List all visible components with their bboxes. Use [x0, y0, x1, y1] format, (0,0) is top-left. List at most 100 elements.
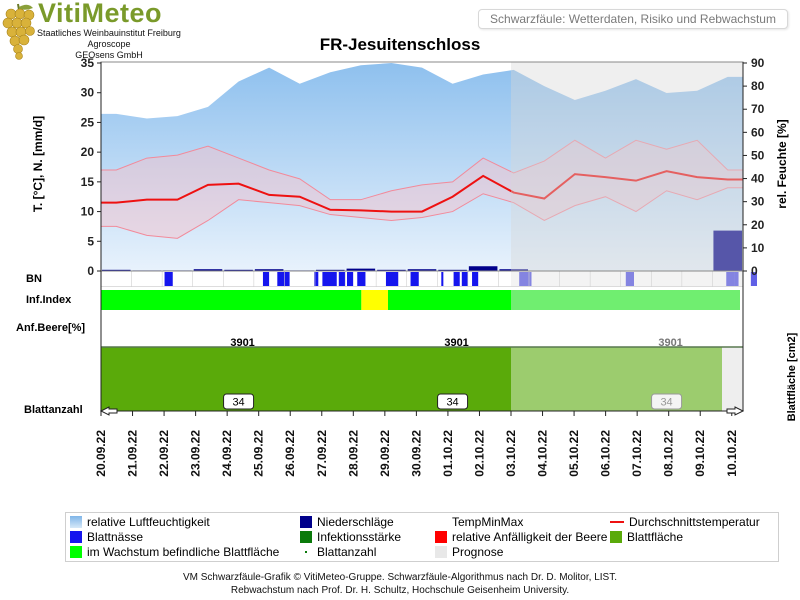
y-left-tick-label: 20 — [81, 145, 95, 159]
berry-row-label: Anf.Beere[%] — [16, 322, 86, 334]
x-tick-label: 25.09.22 — [252, 430, 266, 477]
logo-line-geosens: GEOsens GmbH — [75, 50, 143, 60]
legend-swatch — [435, 546, 447, 558]
legend-swatch — [610, 521, 624, 523]
legend-swatch — [610, 531, 622, 543]
legend-swatch — [70, 531, 82, 543]
credits-line-2: Rebwachstum nach Prof. Dr. H. Schultz, H… — [230, 585, 570, 596]
legend-item-leafarea: Blattfläche — [610, 530, 683, 545]
inf-index-row-label: Inf.Index — [26, 294, 72, 306]
legend-item-precip: Niederschläge — [300, 515, 394, 530]
legend-swatch — [300, 546, 312, 558]
legend-item-growing-leafarea: im Wachstum befindliche Blattfläche — [70, 545, 279, 560]
chart-svg: 3901 3901 3901 34 34 34 0 5 10 15 20 25 30 35 0 10 20 30… — [81, 56, 765, 477]
leaf-count-box — [223, 393, 255, 410]
y-left-tick-label: 25 — [81, 115, 95, 129]
y-left-tick-label: 5 — [87, 234, 94, 248]
infection-index-segment — [101, 290, 362, 310]
avg-temp-line — [101, 170, 743, 213]
legend-item-infection: Infektionsstärke — [300, 530, 401, 545]
logo-title: VitiMeteo — [38, 0, 163, 28]
y-right-tick-label: 40 — [751, 172, 765, 186]
credits-line-1: VM Schwarzfäule-Grafik © VitiMeteo-Grupp… — [182, 572, 617, 583]
precip-bar — [224, 269, 253, 271]
leaf-area-tail — [722, 347, 743, 411]
legend-item-humidity: relative Luftfeuchtigkeit — [70, 515, 210, 530]
leaf-wetness-mark — [277, 272, 290, 286]
y-right-tick-label: 10 — [751, 241, 765, 255]
x-tick-label: 28.09.22 — [346, 430, 360, 477]
infection-index-segment — [511, 290, 740, 310]
x-tick-label: 27.09.22 — [315, 430, 329, 477]
x-tick-label: 30.09.22 — [409, 430, 423, 477]
leaf-wetness-mark — [385, 272, 399, 286]
y-left-tick-label: 35 — [81, 56, 95, 70]
leaf-wetness-mark — [472, 272, 479, 286]
x-tick-label: 24.09.22 — [220, 430, 234, 477]
grape-logo-icon — [2, 2, 36, 60]
legend-swatch — [435, 516, 447, 528]
legend-swatch — [435, 531, 447, 543]
y-left-tick-label: 15 — [81, 175, 95, 189]
x-tick-label: 20.09.22 — [94, 430, 108, 477]
disease-info-tab[interactable]: Schwarzfäule: Wetterdaten, Risiko und Re… — [478, 9, 788, 29]
legend-item-leafcount: Blattanzahl — [300, 545, 376, 560]
credits: VM Schwarzfäule-Grafik © VitiMeteo-Grupp… — [0, 571, 800, 597]
precip-bar — [499, 269, 528, 271]
logo-line-institute: Staatliches Weinbauinstitut Freiburg — [37, 28, 181, 38]
infection-index-segment — [361, 290, 388, 310]
legend-item-berry: relative Anfälligkeit der Beere — [435, 530, 607, 545]
leaf-count-box — [651, 393, 683, 410]
leaf-count-value-label: 34 — [446, 397, 458, 409]
precip-bar — [193, 269, 223, 271]
legend-swatch — [70, 516, 82, 528]
leaf-wetness-mark — [322, 272, 337, 286]
precip-bar — [102, 269, 131, 271]
leaf-wetness-mark — [441, 272, 444, 286]
leaf-wetness-mark — [734, 272, 739, 286]
bn-row-label: BN — [26, 273, 42, 285]
leaf-count-value-label: 34 — [660, 397, 672, 409]
leaf-wetness-mark — [453, 272, 460, 286]
x-tick-label: 29.09.22 — [378, 430, 392, 477]
leaf-wetness-mark — [314, 272, 319, 286]
humidity-area — [101, 63, 743, 271]
y-axis-right-label: rel. Feuchte [%] — [775, 119, 789, 209]
forecast-shade-bn — [511, 271, 743, 287]
precip-bar — [407, 269, 437, 271]
x-tick-label: 23.09.22 — [189, 430, 203, 477]
y-axis-left-label: T. [°C], N. [mm/d] — [31, 115, 45, 213]
y-left-tick-label: 10 — [81, 205, 95, 219]
precip-bar — [468, 266, 498, 271]
leaf-wetness-mark — [338, 272, 345, 286]
scroll-right-arrow-icon[interactable] — [726, 406, 745, 416]
precip-bar — [713, 230, 742, 271]
x-tick-label: 02.10.22 — [472, 430, 486, 477]
leaf-area-value-label: 3901 — [658, 337, 682, 349]
precip-bar — [346, 268, 376, 271]
y-right-tick-label: 50 — [751, 148, 765, 162]
precip-bar — [316, 269, 345, 271]
leaf-wetness-mark — [410, 272, 419, 286]
y-left-tick-label: 30 — [81, 86, 95, 100]
x-tick-label: 26.09.22 — [283, 430, 297, 477]
leaf-area-forecast-block — [511, 347, 722, 411]
temp-max-line — [101, 139, 743, 201]
leaf-wetness-mark — [164, 272, 173, 286]
y-right-tick-label: 70 — [751, 102, 765, 116]
y-right-tick-label: 20 — [751, 218, 765, 232]
x-tick-label: 21.09.22 — [126, 430, 140, 477]
y-left-tick-label: 0 — [87, 264, 94, 278]
x-tick-label: 10.10.22 — [725, 430, 739, 477]
x-tick-label: 03.10.22 — [504, 430, 518, 477]
leaf-wetness-mark — [750, 272, 757, 286]
leaf-wetness-mark — [625, 272, 634, 286]
berry-row-background — [101, 313, 743, 347]
scroll-left-arrow-icon[interactable] — [99, 406, 118, 416]
leaf-wetness-mark — [262, 272, 270, 286]
precip-bar — [377, 269, 406, 271]
leaf-wetness-mark — [519, 272, 532, 286]
leaf-wetness-mark — [357, 272, 366, 286]
y-right-tick-label: 80 — [751, 79, 765, 93]
